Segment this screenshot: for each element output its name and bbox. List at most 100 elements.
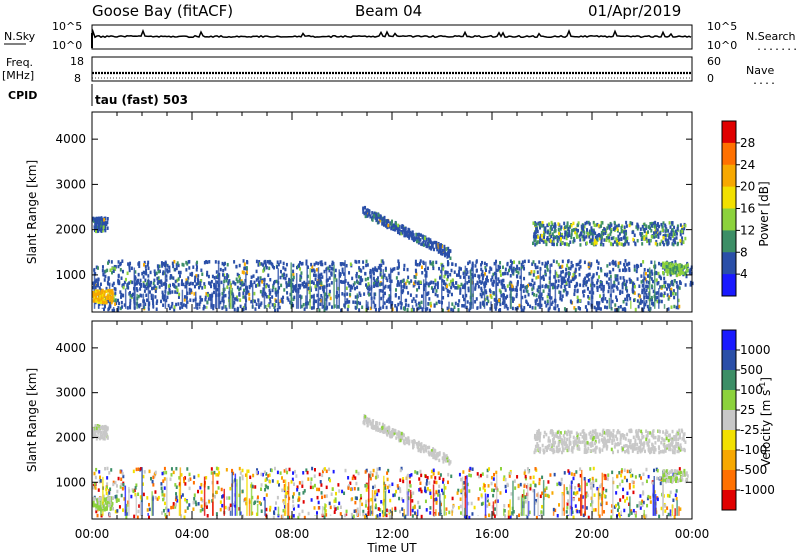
echo-cell — [603, 494, 606, 498]
echo-cell — [666, 272, 669, 277]
echo-cell — [587, 301, 590, 305]
echo-cell — [557, 222, 560, 226]
echo-cell — [669, 293, 672, 297]
echo-cell — [466, 300, 469, 304]
nave-right-tick-top: 60 — [707, 55, 721, 68]
echo-cell — [551, 232, 554, 236]
echo-cell — [380, 275, 383, 279]
echo-cell — [606, 226, 609, 230]
echo-cell — [563, 276, 566, 281]
echo-cell — [114, 291, 117, 295]
echo-cell — [406, 267, 409, 272]
echo-cell — [219, 507, 222, 512]
echo-cell — [663, 284, 666, 288]
echo-streak — [218, 272, 221, 309]
echo-cell — [463, 481, 466, 485]
echo-cell — [111, 270, 114, 275]
echo-cell — [545, 240, 548, 245]
echo-cell — [373, 284, 376, 288]
echo-cell — [265, 493, 268, 497]
echo-cell — [578, 487, 581, 492]
echo-cell — [372, 270, 375, 274]
echo-cell — [92, 427, 95, 432]
echo-cell — [623, 230, 626, 234]
echo-cell — [509, 471, 512, 476]
echo-cell — [651, 481, 654, 486]
echo-cell — [161, 292, 164, 297]
echo-cell — [212, 304, 215, 308]
echo-cell — [486, 296, 489, 300]
echo-cell — [268, 288, 271, 292]
echo-cell — [102, 504, 105, 508]
echo-streak — [325, 266, 328, 309]
echo-cell — [513, 479, 516, 483]
echo-cell — [415, 303, 418, 307]
echo-cell — [301, 509, 304, 514]
echo-cell — [436, 282, 439, 287]
echo-cell — [597, 306, 600, 311]
echo-cell — [474, 300, 477, 304]
echo-cell — [372, 468, 375, 473]
echo-cell — [313, 262, 316, 267]
echo-streak — [93, 267, 96, 309]
echo-cell — [241, 270, 244, 274]
echo-cell — [571, 264, 574, 268]
echo-cell — [654, 241, 657, 246]
echo-cell — [195, 282, 198, 286]
echo-cell — [254, 307, 257, 311]
echo-cell — [152, 483, 155, 487]
echo-cell — [608, 270, 611, 274]
echo-cell — [199, 283, 202, 288]
echo-cell — [402, 479, 405, 484]
echo-streak — [193, 307, 196, 309]
echo-cell — [435, 490, 438, 495]
echo-cell — [98, 470, 101, 474]
echo-cell — [434, 476, 437, 480]
echo-streak — [333, 264, 335, 309]
echo-cell — [442, 477, 445, 482]
echo-cell — [560, 235, 563, 239]
echo-cell — [374, 282, 377, 287]
echo-cell — [223, 261, 226, 266]
echo-cell — [593, 223, 596, 227]
echo-cell — [544, 285, 547, 289]
echo-cell — [663, 291, 666, 295]
echo-cell — [386, 219, 389, 223]
echo-cell — [615, 285, 618, 289]
echo-cell — [264, 263, 267, 268]
echo-cell — [150, 296, 153, 300]
echo-streak — [658, 288, 660, 309]
echo-cell — [97, 488, 100, 492]
echo-cell — [399, 468, 402, 473]
echo-streak — [306, 265, 308, 309]
echo-cell — [617, 264, 620, 269]
echo-cell — [463, 486, 466, 490]
echo-cell — [386, 430, 389, 434]
freq-unit-label: [MHz] — [2, 69, 34, 82]
echo-cell — [420, 473, 423, 478]
echo-cell — [621, 286, 624, 290]
echo-cell — [111, 299, 114, 303]
echo-cell — [529, 304, 532, 309]
echo-streak — [214, 279, 217, 309]
echo-cell — [180, 282, 183, 287]
echo-streak — [495, 474, 498, 516]
echo-cell — [490, 267, 493, 271]
echo-cell — [650, 234, 653, 239]
echo-cell — [96, 281, 99, 285]
echo-cell — [642, 260, 645, 264]
echo-cell — [271, 264, 274, 269]
echo-cell — [315, 287, 318, 292]
echo-cell — [103, 300, 106, 305]
echo-cell — [172, 282, 175, 287]
echo-cell — [175, 266, 178, 271]
echo-cell — [402, 284, 405, 289]
echo-cell — [299, 267, 302, 271]
echo-cell — [153, 284, 156, 289]
echo-cell — [589, 503, 592, 507]
echo-cell — [426, 266, 429, 271]
echo-cell — [675, 496, 678, 501]
echo-cell — [592, 228, 595, 233]
echo-cell — [651, 301, 654, 306]
echo-cell — [130, 494, 133, 499]
